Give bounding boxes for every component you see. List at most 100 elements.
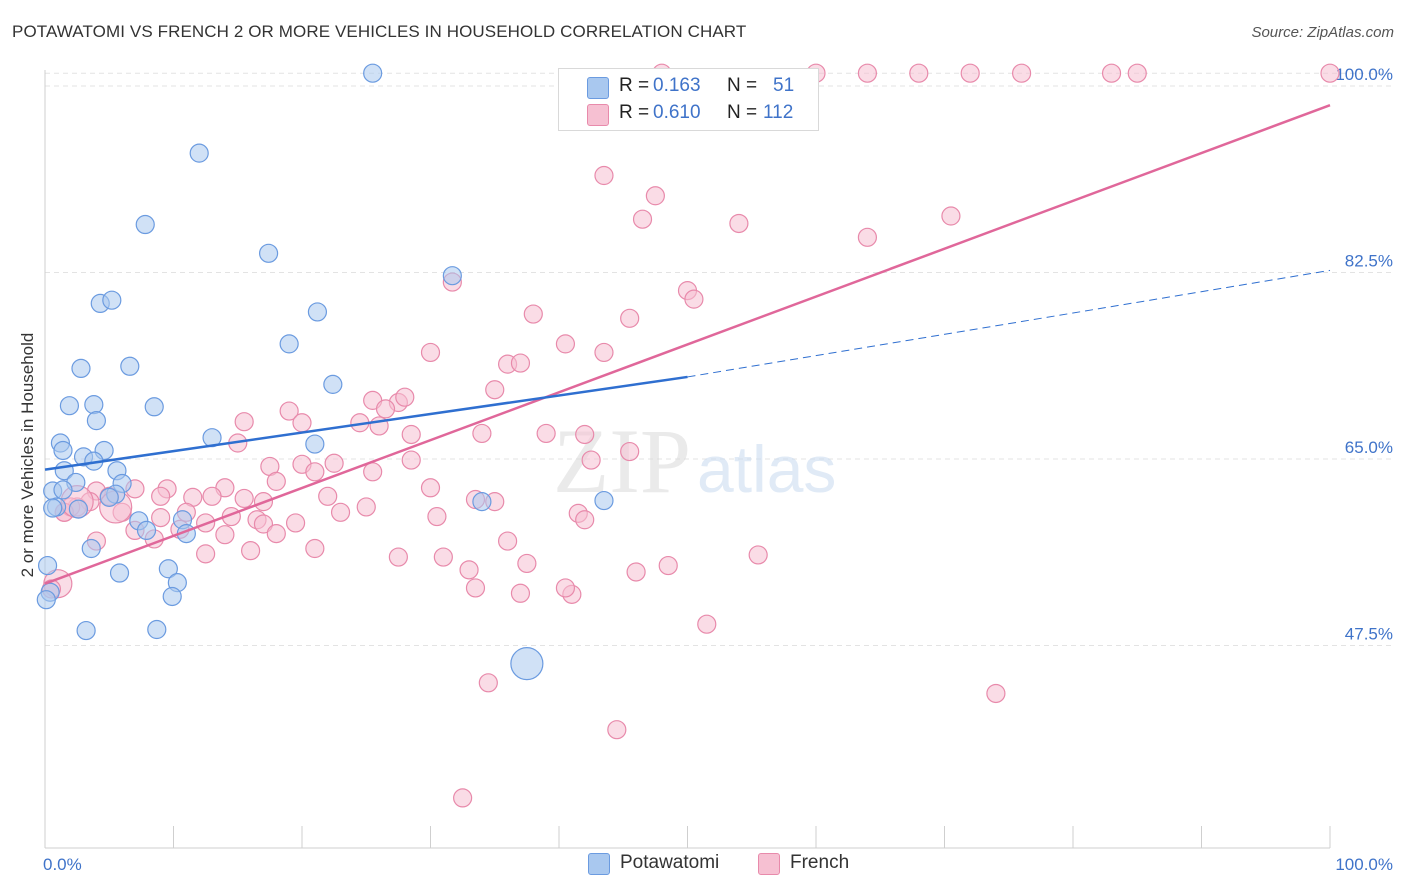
french-legend-swatch bbox=[758, 853, 780, 875]
french-point bbox=[305, 538, 325, 559]
french-point bbox=[729, 213, 749, 234]
french-point bbox=[151, 486, 171, 506]
potawatomi-point bbox=[53, 480, 73, 500]
french-point bbox=[498, 531, 518, 551]
french-point bbox=[241, 541, 261, 561]
french-r-value: 0.610 bbox=[653, 102, 701, 123]
potawatomi-point bbox=[86, 411, 107, 431]
french-point bbox=[305, 462, 325, 482]
french-point bbox=[151, 508, 171, 528]
y-tick-label: 65.0% bbox=[1345, 438, 1393, 457]
french-point bbox=[581, 450, 601, 470]
potawatomi-point bbox=[144, 397, 164, 417]
gridlines bbox=[45, 72, 1392, 647]
french-point bbox=[986, 683, 1006, 704]
potawatomi-point bbox=[136, 520, 157, 541]
potawatomi-point bbox=[363, 63, 383, 83]
french-n-label: N = bbox=[727, 102, 758, 123]
french-point bbox=[607, 720, 627, 740]
french-point bbox=[215, 525, 235, 545]
potawatomi-n-value: 51 bbox=[773, 75, 795, 96]
french-point bbox=[626, 562, 646, 582]
potawatomi-legend-label: Potawatomi bbox=[620, 852, 720, 873]
potawatomi-point bbox=[472, 492, 492, 512]
trend-lines bbox=[44, 103, 1331, 585]
potawatomi-point bbox=[81, 538, 101, 559]
french-point bbox=[453, 788, 473, 808]
french-point bbox=[478, 673, 498, 693]
potawatomi-point bbox=[43, 498, 63, 518]
french-point bbox=[1320, 63, 1340, 83]
potawatomi-point bbox=[442, 266, 462, 286]
watermark-atlas: atlas bbox=[697, 432, 836, 506]
french-point bbox=[748, 545, 768, 565]
potawatomi-point bbox=[36, 590, 56, 610]
french-point bbox=[234, 488, 254, 509]
potawatomi-legend-swatch bbox=[588, 853, 610, 875]
french-point bbox=[266, 471, 286, 491]
french-point bbox=[196, 544, 216, 564]
french-point bbox=[363, 462, 383, 482]
stats-legend: R = 0.163 N = 51 R = 0.610 N = 112 bbox=[558, 68, 819, 131]
french-point bbox=[324, 453, 344, 473]
french-point bbox=[356, 497, 376, 517]
potawatomi-point bbox=[99, 487, 119, 507]
potawatomi-r-label: R = bbox=[619, 75, 650, 96]
potawatomi-point bbox=[135, 214, 155, 235]
potawatomi-trend-extension bbox=[687, 269, 1331, 378]
french-point bbox=[510, 583, 531, 603]
french-point bbox=[620, 441, 640, 462]
potawatomi-point bbox=[258, 243, 279, 263]
potawatomi-point bbox=[53, 440, 73, 461]
french-point bbox=[510, 353, 531, 373]
french-point bbox=[632, 209, 653, 229]
french-point bbox=[266, 524, 286, 544]
french-point bbox=[594, 165, 614, 186]
potawatomi-point bbox=[279, 334, 299, 354]
french-legend-label: French bbox=[790, 852, 850, 873]
french-point bbox=[395, 387, 415, 407]
potawatomi-trend-line bbox=[44, 375, 688, 471]
french-point bbox=[420, 478, 441, 498]
french-point bbox=[318, 486, 338, 506]
french-point bbox=[388, 547, 408, 567]
potawatomi-point bbox=[162, 586, 182, 607]
potawatomi-points bbox=[36, 63, 614, 681]
french-point bbox=[684, 289, 704, 309]
french-point bbox=[465, 578, 486, 598]
watermark-text: ZIPatlas bbox=[553, 410, 836, 512]
potawatomi-point bbox=[120, 356, 140, 376]
french-point bbox=[594, 342, 614, 363]
french-point bbox=[555, 334, 576, 354]
chart-title: POTAWATOMI VS FRENCH 2 OR MORE VEHICLES … bbox=[12, 22, 747, 41]
french-point bbox=[279, 401, 299, 421]
french-point bbox=[330, 502, 351, 522]
french-point bbox=[401, 424, 421, 445]
potawatomi-point bbox=[59, 396, 80, 416]
y-tick-label: 100.0% bbox=[1335, 65, 1393, 84]
x-tick-label-end: 100.0% bbox=[1335, 855, 1393, 874]
potawatomi-point bbox=[37, 555, 58, 576]
french-point bbox=[960, 63, 980, 83]
potawatomi-point bbox=[71, 358, 91, 379]
french-point bbox=[253, 514, 274, 534]
french-point bbox=[375, 399, 396, 419]
source-label: Source: ZipAtlas.com bbox=[1251, 24, 1394, 41]
potawatomi-point bbox=[102, 290, 122, 310]
french-n-value: 112 bbox=[763, 102, 794, 123]
french-point bbox=[420, 342, 441, 363]
french-point bbox=[857, 63, 878, 83]
french-point bbox=[909, 63, 929, 83]
french-point bbox=[620, 308, 640, 328]
french-point bbox=[555, 578, 576, 598]
potawatomi-point bbox=[76, 620, 96, 641]
y-tick-labels: 47.5% 65.0% 82.5% 100.0% bbox=[1335, 65, 1393, 644]
french-point bbox=[857, 227, 878, 247]
french-point bbox=[1101, 63, 1122, 83]
french-point bbox=[517, 553, 537, 574]
potawatomi-point bbox=[189, 143, 209, 163]
watermark-zip: ZIP bbox=[553, 410, 691, 512]
potawatomi-point bbox=[307, 302, 328, 322]
french-point bbox=[941, 206, 961, 226]
